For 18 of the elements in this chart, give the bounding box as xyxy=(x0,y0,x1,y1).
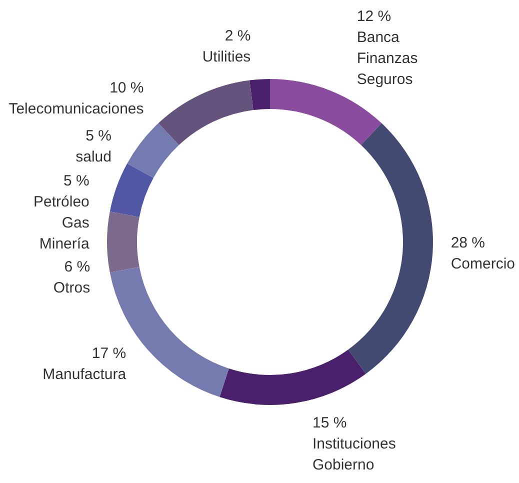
slice-label: Petróleo Gas Minería xyxy=(34,193,90,252)
data-label: 5 % xyxy=(64,172,90,190)
slice-label: Comercio xyxy=(450,255,516,272)
slice-label: salud xyxy=(76,148,112,166)
data-label: 28 % xyxy=(450,234,486,252)
data-label: 2 % xyxy=(224,28,251,45)
data-label: 5 % xyxy=(86,127,112,144)
slice-label: Instituciones Gobierno xyxy=(312,435,396,474)
data-label: 17 % xyxy=(92,345,126,362)
slice-label: Telecomunicaciones xyxy=(8,100,144,118)
data-label: 10 % xyxy=(110,80,144,97)
slice-label: Manufactura xyxy=(42,366,127,384)
data-label: 15 % xyxy=(312,414,347,432)
slice-label: Otros xyxy=(53,279,90,296)
slice-label: Utilities xyxy=(202,48,251,66)
slice-label: Banca Finanzas Seguros xyxy=(356,28,418,88)
data-label: 6 % xyxy=(64,258,90,276)
data-label: 12 % xyxy=(356,8,392,25)
